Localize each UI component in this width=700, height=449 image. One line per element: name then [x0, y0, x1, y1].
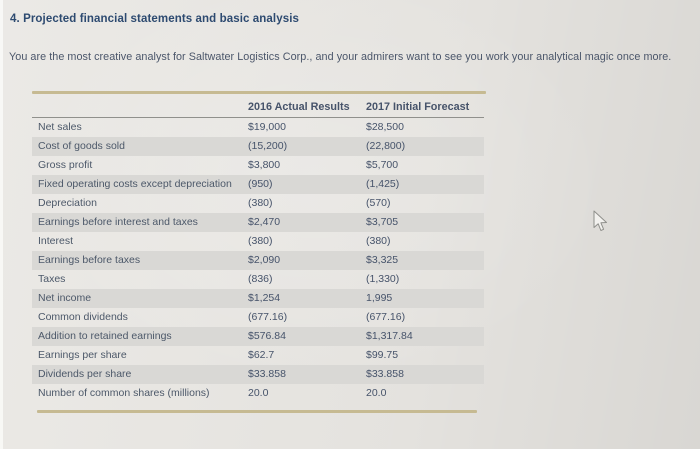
value-2016: 20.0: [248, 387, 269, 399]
value-2016: $62.7: [248, 349, 275, 361]
table-row: Cost of goods sold (15,200) (22,800): [32, 137, 484, 156]
row-label: Addition to retained earnings: [38, 330, 172, 342]
value-2017: (22,800): [366, 140, 406, 152]
row-label: Earnings per share: [38, 349, 127, 361]
row-label: Common dividends: [38, 311, 128, 323]
photo-edge-highlight: [0, 0, 3, 449]
table-row: Earnings before interest and taxes $2,470…: [32, 213, 484, 232]
value-2017: (380): [366, 235, 391, 247]
row-label: Fixed operating costs except depreciatio…: [38, 178, 232, 190]
row-label: Net income: [38, 292, 92, 304]
value-2016: $576.84: [248, 330, 286, 342]
table-row: Interest (380) (380): [32, 232, 484, 251]
value-2017: (1,330): [366, 273, 400, 285]
row-label: Number of common shares (millions): [38, 387, 210, 399]
table-row: Common dividends (677.16) (677.16): [32, 308, 484, 327]
mouse-cursor-icon: [593, 210, 607, 231]
row-label: Depreciation: [38, 197, 97, 209]
header-2016-actual-results: 2016 Actual Results: [248, 101, 350, 113]
value-2016: (950): [248, 178, 273, 190]
table-row: Taxes (836) (1,330): [32, 270, 484, 289]
value-2017: $5,700: [366, 159, 399, 171]
row-label: Cost of goods sold: [38, 140, 125, 152]
value-2017: $1,317.84: [366, 330, 413, 342]
row-label: Earnings before interest and taxes: [38, 216, 198, 228]
row-label: Dividends per share: [38, 368, 132, 380]
value-2017: $3,705: [366, 216, 399, 228]
row-label: Gross profit: [38, 159, 93, 171]
table-row: Net income $1,254 1,995: [32, 289, 484, 308]
table-row: Fixed operating costs except depreciatio…: [32, 175, 484, 194]
value-2016: $3,800: [248, 159, 281, 171]
value-2016: $2,090: [248, 254, 281, 266]
value-2016: (380): [248, 197, 273, 209]
value-2017: (1,425): [366, 178, 400, 190]
value-2016: (677.16): [248, 311, 288, 323]
table-row: Addition to retained earnings $576.84 $1,3…: [32, 327, 484, 346]
header-2017-initial-forecast: 2017 Initial Forecast: [366, 101, 470, 113]
table-row: Net sales $19,000 $28,500: [32, 118, 484, 137]
table-header-row: 2016 Actual Results 2017 Initial Forecas…: [32, 94, 484, 118]
row-label: Net sales: [38, 121, 82, 133]
value-2016: (836): [248, 273, 273, 285]
intro-text: You are the most creative analyst for Sa…: [9, 51, 672, 63]
table-row: Number of common shares (millions) 20.0 20…: [32, 384, 484, 403]
header-label-column: [32, 101, 242, 113]
value-2016: $19,000: [248, 121, 286, 133]
value-2017: (570): [366, 197, 391, 209]
table-body: Net sales $19,000 $28,500 Cost of goods sol…: [32, 118, 484, 403]
value-2016: (380): [248, 235, 273, 247]
row-label: Taxes: [38, 273, 66, 285]
value-2017: $3,325: [366, 254, 399, 266]
row-label: Earnings before taxes: [38, 254, 141, 266]
table-bottom-rule: [37, 410, 477, 413]
value-2017: 20.0: [366, 387, 387, 399]
value-2017: $28,500: [366, 121, 404, 133]
table-row: Earnings per share $62.7 $99.75: [32, 346, 484, 365]
value-2017: $33.858: [366, 368, 404, 380]
table-top-rule: [32, 91, 486, 94]
value-2017: (677.16): [366, 311, 406, 323]
value-2017: 1,995: [366, 292, 393, 304]
table-row: Gross profit $3,800 $5,700: [32, 156, 484, 175]
table-row: Earnings before taxes $2,090 $3,325: [32, 251, 484, 270]
value-2016: (15,200): [248, 140, 288, 152]
value-2017: $99.75: [366, 349, 399, 361]
value-2016: $33.858: [248, 368, 286, 380]
table-row: Dividends per share $33.858 $33.858: [32, 365, 484, 384]
financial-statements-table: 2016 Actual Results 2017 Initial Forecas…: [32, 91, 486, 413]
value-2016: $1,254: [248, 292, 281, 304]
page-title: 4. Projected financial statements and ba…: [10, 13, 299, 25]
value-2016: $2,470: [248, 216, 281, 228]
row-label: Interest: [38, 235, 74, 247]
table-row: Depreciation (380) (570): [32, 194, 484, 213]
